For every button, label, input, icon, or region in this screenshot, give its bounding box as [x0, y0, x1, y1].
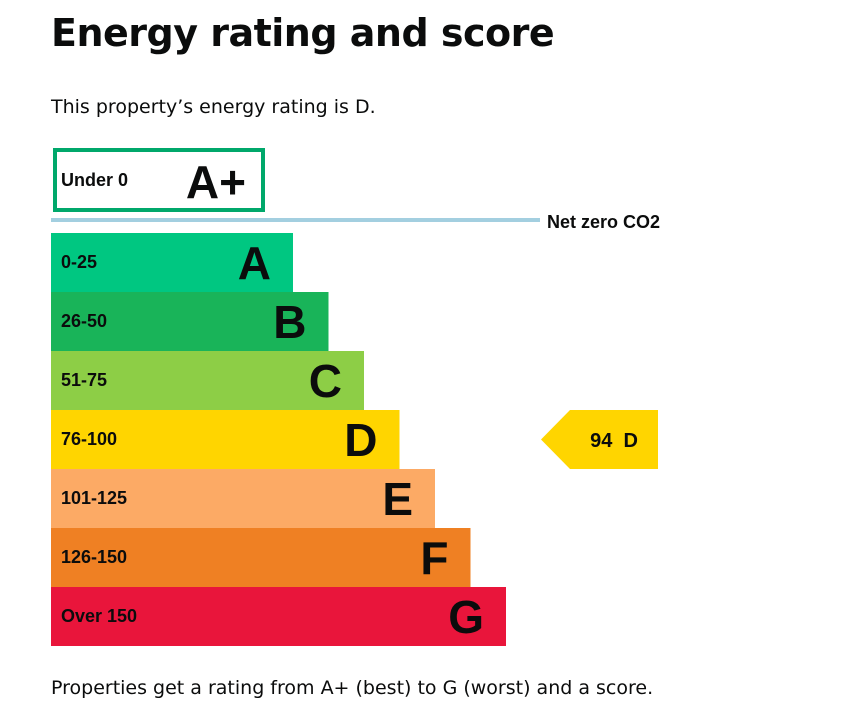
- current-rating-pointer: 94 D: [541, 410, 658, 469]
- band-g-letter: G: [448, 591, 484, 643]
- band-b-letter: B: [273, 296, 306, 348]
- band-b-range: 26-50: [61, 311, 107, 331]
- net-zero-marker: Net zero CO2: [51, 212, 660, 232]
- band-f: 126-150 F: [51, 528, 471, 587]
- band-d-bar: [51, 410, 400, 469]
- band-d-range: 76-100: [61, 429, 117, 449]
- band-c-letter: C: [309, 355, 342, 407]
- band-d-letter: D: [344, 414, 377, 466]
- band-f-bar: [51, 528, 471, 587]
- band-f-range: 126-150: [61, 547, 127, 567]
- band-g-range: Over 150: [61, 606, 137, 626]
- top-band-letter: A+: [186, 156, 246, 208]
- band-c-range: 51-75: [61, 370, 107, 390]
- current-score-arrow: [541, 410, 658, 469]
- net-zero-label: Net zero CO2: [547, 212, 660, 232]
- band-c: 51-75 C: [51, 351, 364, 410]
- band-e-bar: [51, 469, 435, 528]
- rating-explanation: Properties get a rating from A+ (best) t…: [51, 677, 654, 699]
- rating-summary: This property’s energy rating is D.: [51, 96, 376, 118]
- band-b: 26-50 B: [51, 292, 329, 351]
- band-f-letter: F: [420, 532, 448, 584]
- page-title: Energy rating and score: [51, 11, 555, 55]
- band-g-bar: [51, 587, 506, 646]
- band-b-bar: [51, 292, 329, 351]
- band-e-letter: E: [382, 473, 413, 525]
- band-e: 101-125 E: [51, 469, 435, 528]
- top-band-range: Under 0: [61, 170, 128, 190]
- band-c-bar: [51, 351, 364, 410]
- top-band-a-plus: Under 0 A+: [53, 148, 265, 212]
- band-a-range: 0-25: [61, 252, 97, 272]
- current-score-label: 94 D: [590, 430, 638, 452]
- band-g: Over 150 G: [51, 587, 506, 646]
- band-a-letter: A: [238, 237, 271, 289]
- band-a-bar: [51, 233, 293, 292]
- band-e-range: 101-125: [61, 488, 127, 508]
- band-d: 76-100 D: [51, 410, 400, 469]
- top-band-border: [53, 148, 265, 212]
- rating-bands: 0-25 A 26-50 B 51-75 C 76-100 D 101-125 E 126-150 F…: [51, 233, 506, 646]
- band-a: 0-25 A: [51, 233, 293, 292]
